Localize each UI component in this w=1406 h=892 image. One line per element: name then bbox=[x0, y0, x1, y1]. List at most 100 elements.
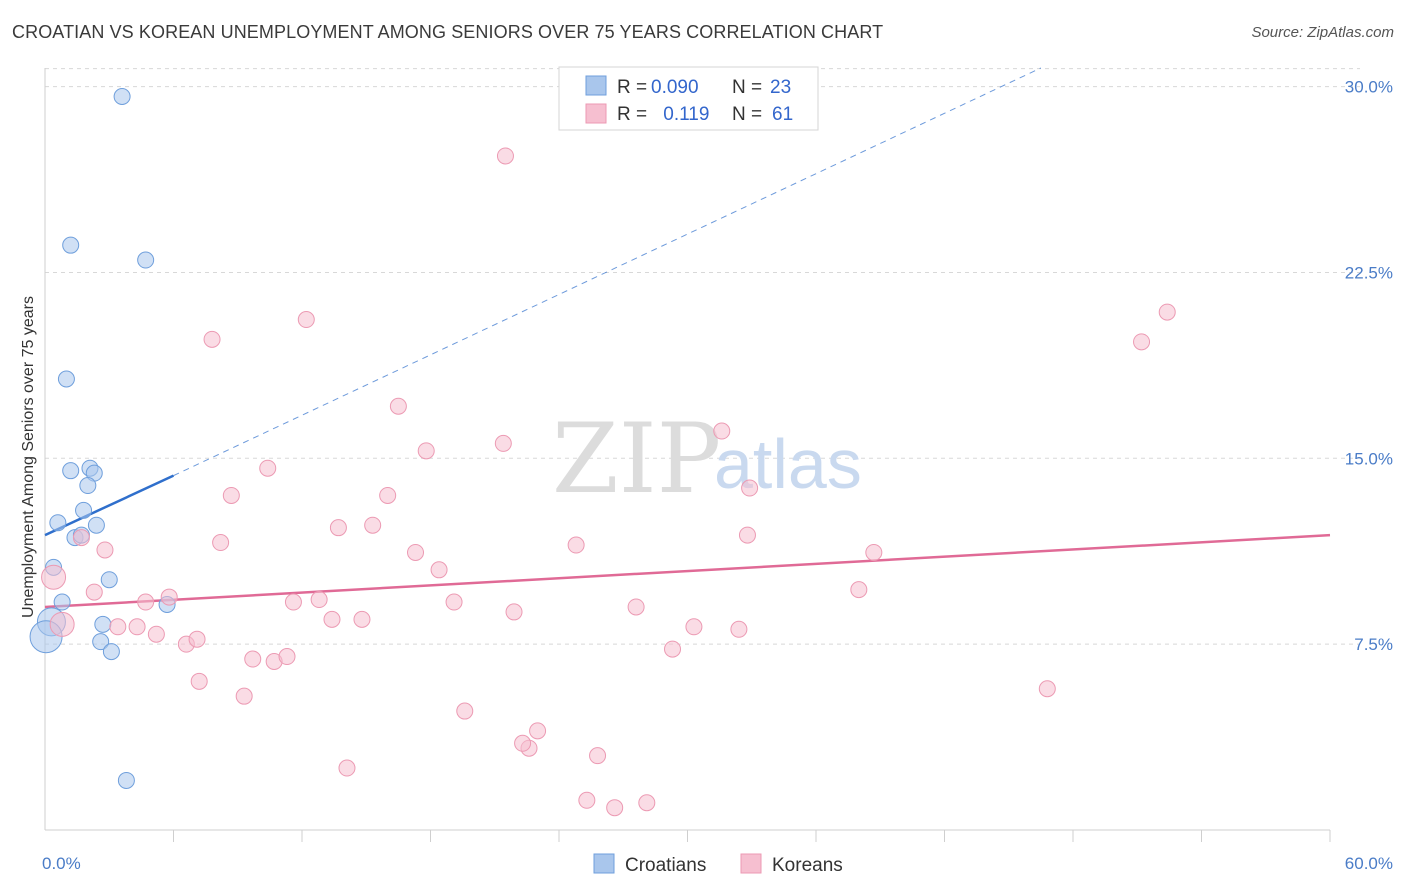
koreans-point-38 bbox=[147, 625, 165, 643]
stats-legend: R = 0.090 N = 23 R = 0.119 N = 61 bbox=[558, 66, 819, 131]
koreans-point-1 bbox=[297, 311, 315, 329]
koreans-point-55 bbox=[589, 747, 607, 765]
y-axis-title: Unemployment Among Seniors over 75 years bbox=[20, 296, 37, 618]
koreans-point-5 bbox=[389, 397, 407, 415]
croatians-point-3 bbox=[57, 370, 75, 388]
croatians-point-10 bbox=[87, 516, 105, 534]
koreans-point-41 bbox=[685, 618, 703, 636]
croatians-point-0 bbox=[113, 87, 131, 105]
koreans-point-24 bbox=[49, 611, 75, 637]
koreans-point-37 bbox=[128, 618, 146, 636]
koreans-point-43 bbox=[664, 640, 682, 658]
legend-swatch-croatians bbox=[585, 75, 607, 96]
koreans-point-13 bbox=[329, 519, 347, 537]
koreans-point-16 bbox=[212, 534, 230, 552]
y-tick-label-2: 22.5% bbox=[1345, 263, 1393, 282]
croatians-point-20 bbox=[92, 633, 110, 651]
croatians-point-9 bbox=[49, 514, 67, 532]
croatians-point-1 bbox=[62, 236, 80, 254]
koreans-point-46 bbox=[278, 648, 296, 666]
koreans-point-47 bbox=[190, 672, 208, 690]
croatians-trend-extension bbox=[173, 67, 1042, 477]
legend-r-label-koreans: R = bbox=[617, 104, 647, 125]
koreans-point-36 bbox=[109, 618, 127, 636]
koreans-point-50 bbox=[456, 702, 474, 720]
koreans-point-53 bbox=[514, 734, 532, 752]
watermark-atlas: atlas bbox=[714, 425, 862, 503]
chart-title: CROATIAN VS KOREAN UNEMPLOYMENT AMONG SE… bbox=[12, 22, 884, 42]
croatians-trend-line bbox=[44, 474, 175, 537]
koreans-point-0 bbox=[496, 147, 514, 165]
koreans-point-28 bbox=[284, 593, 302, 611]
series-legend-swatch-croatians bbox=[593, 853, 615, 874]
koreans-point-6 bbox=[713, 422, 731, 440]
koreans-point-30 bbox=[445, 593, 463, 611]
koreans-point-56 bbox=[578, 791, 596, 809]
koreans-point-7 bbox=[494, 434, 512, 452]
croatians-point-14 bbox=[100, 571, 118, 589]
watermark-zip: ZIP bbox=[552, 403, 721, 515]
koreans-point-58 bbox=[638, 794, 656, 812]
series-legend: Croatians Koreans bbox=[593, 853, 843, 876]
koreans-point-32 bbox=[850, 581, 868, 599]
trend-layer bbox=[44, 67, 1331, 609]
legend-n-value-croatians: 23 bbox=[770, 77, 791, 98]
croatians-point-8 bbox=[75, 501, 93, 519]
koreans-point-49 bbox=[1038, 680, 1056, 698]
koreans-point-12 bbox=[741, 479, 759, 497]
croatians-point-21 bbox=[102, 643, 120, 661]
series-legend-label-croatians: Croatians bbox=[625, 855, 706, 876]
koreans-point-17 bbox=[567, 536, 585, 554]
legend-r-value-koreans: 0.119 bbox=[658, 104, 709, 125]
croatians-point-7 bbox=[79, 477, 97, 495]
koreans-point-31 bbox=[627, 598, 645, 616]
koreans-point-19 bbox=[96, 541, 114, 559]
koreans-point-34 bbox=[323, 610, 341, 628]
koreans-point-44 bbox=[244, 650, 262, 668]
koreans-point-23 bbox=[430, 561, 448, 579]
legend-r-value-croatians: 0.090 bbox=[651, 77, 699, 98]
koreans-point-51 bbox=[529, 722, 547, 740]
koreans-point-29 bbox=[310, 591, 328, 609]
y-tick-label-1: 15.0% bbox=[1345, 449, 1393, 468]
koreans-point-10 bbox=[222, 486, 240, 504]
series-legend-swatch-koreans bbox=[740, 853, 762, 874]
legend-n-value-koreans: 61 bbox=[772, 104, 793, 125]
series-legend-label-koreans: Koreans bbox=[772, 855, 843, 876]
koreans-point-2 bbox=[203, 330, 221, 348]
legend-r-label-croatians: R = bbox=[617, 77, 647, 98]
croatians-point-22 bbox=[117, 771, 135, 789]
koreans-point-11 bbox=[379, 486, 397, 504]
croatians-point-4 bbox=[62, 462, 80, 480]
croatians-point-15 bbox=[53, 593, 71, 611]
koreans-trend-line bbox=[44, 533, 1331, 609]
axes-layer bbox=[44, 68, 1331, 842]
croatians-point-2 bbox=[137, 251, 155, 269]
koreans-point-33 bbox=[505, 603, 523, 621]
koreans-point-9 bbox=[259, 459, 277, 477]
koreans-point-25 bbox=[85, 583, 103, 601]
croatians-point-18 bbox=[94, 615, 112, 633]
koreans-point-35 bbox=[353, 610, 371, 628]
koreans-point-14 bbox=[364, 516, 382, 534]
koreans-point-54 bbox=[338, 759, 356, 777]
koreans-point-40 bbox=[188, 630, 206, 648]
x-tick-label-0: 0.0% bbox=[42, 854, 81, 873]
koreans-point-26 bbox=[137, 593, 155, 611]
points-layer bbox=[29, 87, 1176, 817]
source-label: Source: ZipAtlas.com bbox=[1251, 24, 1394, 41]
koreans-point-15 bbox=[72, 529, 90, 547]
koreans-point-22 bbox=[41, 564, 67, 590]
koreans-point-8 bbox=[417, 442, 435, 460]
grid-layer bbox=[45, 68, 1360, 645]
tick-labels: 7.5% 15.0% 22.5% 30.0% 0.0% 60.0% bbox=[42, 78, 1393, 873]
koreans-point-48 bbox=[235, 687, 253, 705]
legend-swatch-koreans bbox=[585, 103, 607, 124]
watermark: ZIP atlas bbox=[552, 403, 862, 515]
y-tick-label-3: 30.0% bbox=[1345, 78, 1393, 97]
x-tick-label-1: 60.0% bbox=[1345, 854, 1393, 873]
legend-n-label-koreans: N = bbox=[732, 104, 762, 125]
koreans-point-21 bbox=[865, 543, 883, 561]
koreans-point-42 bbox=[730, 620, 748, 638]
